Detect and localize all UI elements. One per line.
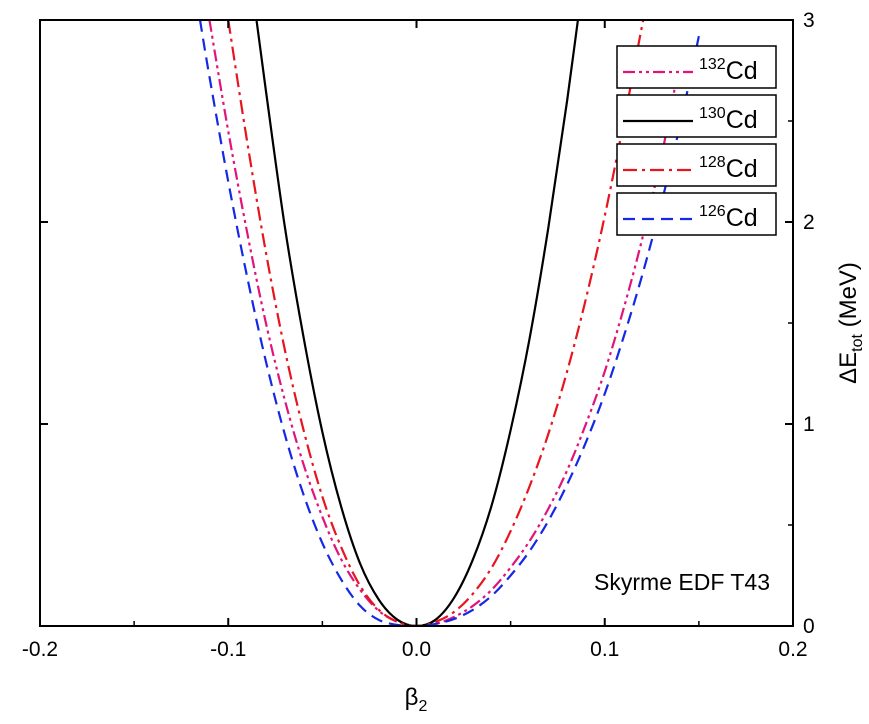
y-axis-ticks: 0 1 2 3: [40, 9, 815, 638]
x-axis-ticks: -0.2 -0.1 0.0 0.1 0.2: [22, 20, 808, 661]
y-tick-label: 3: [803, 9, 815, 32]
series-line-128Cd: [227, 20, 645, 626]
y-tick-label: 1: [803, 413, 815, 436]
legend-entry-box: [616, 143, 777, 187]
y-axis-label: ΔEtot (MeV): [835, 262, 866, 384]
x-axis-label: β2: [405, 684, 428, 715]
legend-entry-box: [616, 94, 777, 138]
x-tick-label: -0.1: [210, 638, 246, 661]
series-curves: [198, 20, 700, 626]
y-axis-label-main: ΔE: [835, 352, 862, 384]
legend-label: 132Cd: [699, 56, 758, 85]
x-axis-label-main: β: [405, 684, 419, 711]
legend-entry-box: [616, 45, 777, 89]
x-tick-label: -0.2: [22, 638, 58, 661]
series-line-132Cd: [208, 20, 682, 626]
legend-label: 130Cd: [699, 105, 758, 134]
legend-label-main: Cd: [726, 57, 758, 85]
series-line-126Cd: [198, 20, 700, 626]
legend-label-main: Cd: [726, 155, 758, 183]
legend-label-sup: 130: [699, 105, 726, 122]
legend-label-main: Cd: [726, 204, 758, 232]
legend-entry-box: [616, 192, 777, 236]
x-tick-label: 0.1: [590, 638, 619, 661]
y-tick-label: 0: [803, 615, 815, 638]
legend-label-sup: 128: [699, 154, 726, 171]
legend-label-main: Cd: [726, 106, 758, 134]
x-axis-label-sub: 2: [418, 698, 427, 715]
y-tick-label: 2: [803, 211, 815, 234]
x-tick-label: 0.2: [778, 638, 807, 661]
legend-label: 126Cd: [699, 203, 758, 232]
series-line-130Cd: [255, 20, 579, 626]
chart-annotation: Skyrme EDF T43: [594, 569, 770, 595]
y-axis-label-unit: (MeV): [835, 262, 862, 334]
y-axis-label-sub: tot: [849, 334, 866, 352]
legend-label: 128Cd: [699, 154, 758, 183]
legend-label-sup: 132: [699, 56, 726, 73]
legend-label-sup: 126: [699, 203, 726, 220]
x-tick-label: 0.0: [402, 638, 431, 661]
